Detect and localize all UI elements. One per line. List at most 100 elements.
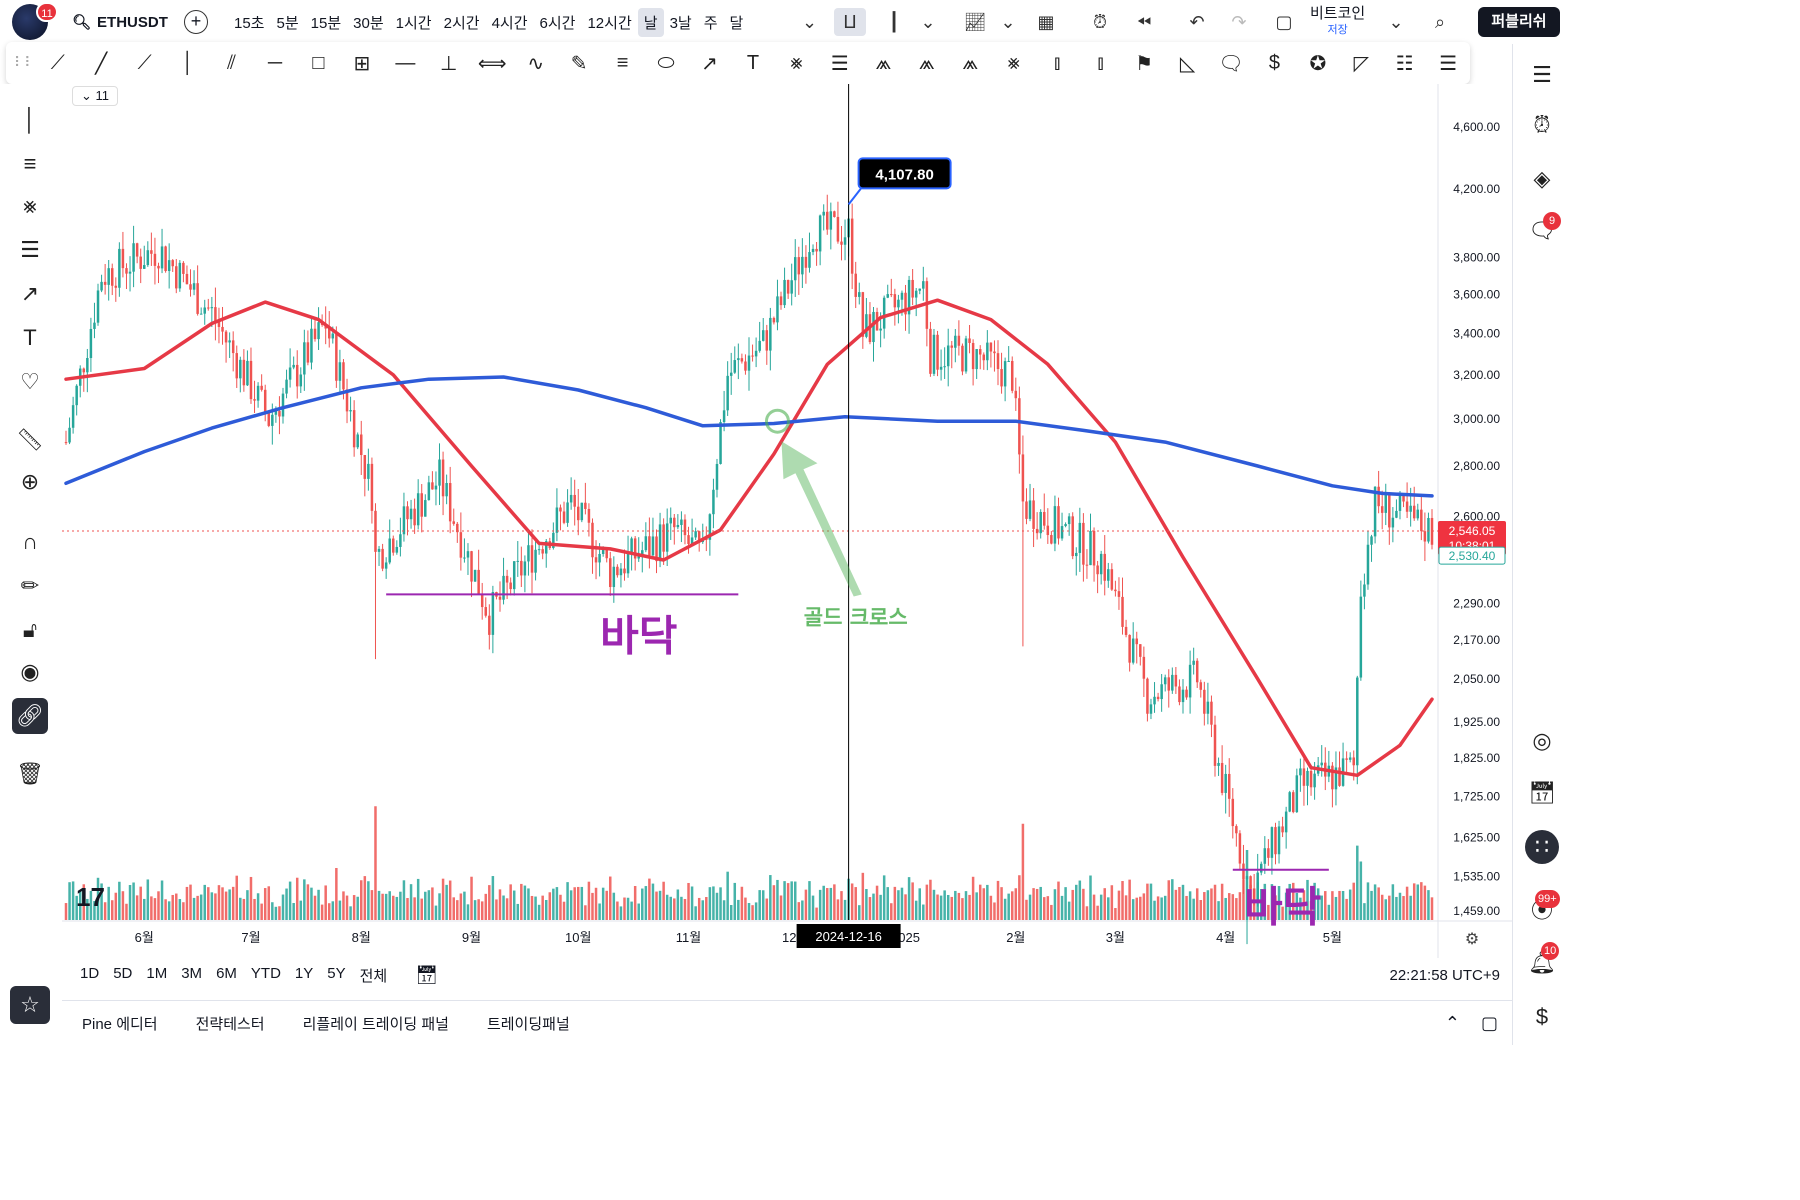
price-label-icon[interactable]: $ <box>1268 51 1280 74</box>
range-button-0[interactable]: 1D <box>80 964 100 982</box>
range-button-4[interactable]: 6M <box>216 964 237 982</box>
vertical-line-icon[interactable]: │ <box>181 51 195 74</box>
interval-6[interactable]: 4시간 <box>491 14 528 32</box>
chart-type-chevron-icon[interactable]: ⌄ <box>920 12 936 32</box>
range-button-7[interactable]: 5Y <box>327 964 346 982</box>
symbol-search[interactable]: 🔍︎ ETHUSDT <box>72 10 168 34</box>
fib-lines-icon[interactable]: ≡ <box>23 151 37 176</box>
bottom-tab-1[interactable]: 전략테스터 <box>195 1015 265 1033</box>
fib-time-zone-icon[interactable]: ☷ <box>1395 52 1414 75</box>
date-price-range-icon[interactable]: ⟺ <box>477 52 507 75</box>
fib-channel-icon[interactable]: ☰ <box>830 52 849 75</box>
publish-button[interactable]: 퍼블리쉬 <box>1478 7 1560 37</box>
interval-7[interactable]: 6시간 <box>539 14 576 32</box>
bottom-tab-3[interactable]: 트레이딩패널 <box>486 1015 570 1033</box>
date-range-icon[interactable]: ⊥ <box>440 52 458 75</box>
interval-0[interactable]: 15초 <box>234 14 265 32</box>
xabcd-pattern-icon[interactable]: ⩕ <box>962 51 979 74</box>
magnet-icon[interactable]: ∩ <box>22 529 38 554</box>
eye-icon[interactable]: ◉ <box>20 659 40 684</box>
collapse-chevron-icon[interactable]: ⌃ <box>1444 1012 1460 1033</box>
interval-12[interactable]: 달 <box>729 14 744 32</box>
ray-icon[interactable]: ╱ <box>95 52 108 75</box>
indicator-legend-toggle[interactable]: ⌄ 11 <box>72 86 119 106</box>
watchlist-star-icon[interactable]: ☆ <box>10 986 50 1024</box>
link-icon[interactable]: 🔗︎ <box>12 698 48 734</box>
horizontal-line-icon[interactable]: — <box>395 51 416 74</box>
trash-icon[interactable]: 🗑︎ <box>16 761 44 786</box>
short-position-icon[interactable]: ⫾ <box>1097 51 1104 74</box>
alert-clock-icon[interactable]: ⏰︎ <box>1092 12 1108 32</box>
interval-1[interactable]: 5분 <box>276 14 299 32</box>
pattern-icon[interactable]: ⨳ <box>23 193 37 218</box>
bottom-tab-2[interactable]: 리플레이 트레이딩 패널 <box>302 1015 449 1033</box>
layout-grid-icon[interactable]: ▦ <box>1037 12 1055 32</box>
zoom-in-icon[interactable]: ⊕ <box>20 469 40 494</box>
indicators-icon[interactable]: 📈︎ <box>963 12 987 32</box>
elliott-wave-icon[interactable]: ⩕ <box>875 51 892 74</box>
gann-fan-icon[interactable]: ⨳ <box>790 51 803 74</box>
indicators-chevron-icon[interactable]: ⌄ <box>1000 12 1016 32</box>
maximize-panel-icon[interactable]: ▢ <box>1480 1012 1498 1033</box>
range-button-3[interactable]: 3M <box>181 964 203 982</box>
quick-search-icon[interactable]: ⌕ <box>1434 12 1446 32</box>
interval-2[interactable]: 15분 <box>310 14 342 32</box>
horizontal-ray-icon[interactable]: ─ <box>267 51 283 74</box>
arrow-icon[interactable]: ↗ <box>701 52 718 75</box>
brush-icon[interactable]: ✎ <box>570 52 588 75</box>
favorites-heart-icon[interactable]: ♡ <box>20 369 40 394</box>
curve-icon[interactable]: ∿ <box>527 52 545 75</box>
apps-grid-icon[interactable]: ∷ <box>1525 830 1559 864</box>
calendar-icon[interactable]: 📅︎ <box>1528 780 1556 805</box>
forecast-icon[interactable]: ⚑ <box>1135 52 1154 75</box>
drag-handle-icon[interactable]: ⠇⠇ <box>14 54 35 70</box>
alerts-clock-icon[interactable]: ⏰︎ <box>1533 112 1551 137</box>
interval-8[interactable]: 12시간 <box>587 14 632 32</box>
save-layout-button[interactable]: 비트코인 저장 <box>1310 6 1365 38</box>
ellipse-icon[interactable]: ⬭ <box>657 51 675 74</box>
interval-dropdown-chevron-icon[interactable]: ⌄ <box>802 12 818 32</box>
interval-9[interactable]: 날 <box>637 7 664 37</box>
range-button-2[interactable]: 1M <box>146 964 168 982</box>
interval-11[interactable]: 주 <box>703 14 718 32</box>
brush-tool-icon[interactable]: ↗ <box>20 281 40 306</box>
candles-chart-type-icon[interactable]: ⨿ <box>834 8 866 36</box>
range-button-5[interactable]: YTD <box>250 964 281 982</box>
redo-icon[interactable]: ↷ <box>1231 12 1247 32</box>
lock-icon[interactable]: 🔓︎ <box>22 617 38 642</box>
text-tool-icon[interactable]: T <box>23 325 37 350</box>
ruler-icon[interactable]: 📏︎ <box>16 427 44 452</box>
watchlist-icon[interactable]: ☰ <box>1532 62 1552 87</box>
timezone-clock[interactable]: 22:21:58 UTC+9 <box>1389 966 1501 984</box>
callout-icon[interactable]: 🗨︎ <box>1218 52 1244 75</box>
range-button-1[interactable]: 5D <box>113 964 133 982</box>
price-chart[interactable]: 1,459.00 1,535.00 1,625.00 1,725.00 1,825.00… <box>62 84 1512 958</box>
replay-icon[interactable]: ⏪︎ <box>1136 12 1152 32</box>
long-position-icon[interactable]: ⫾ <box>1053 51 1061 74</box>
target-icon[interactable]: ◎ <box>1532 728 1552 753</box>
text-icon[interactable]: T <box>746 51 760 74</box>
parallel-channel-icon[interactable]: ⫽ <box>227 51 236 74</box>
trend-line-icon[interactable]: ⟋ <box>50 51 65 74</box>
cursor-icon[interactable]: │ <box>23 107 37 132</box>
help-icon[interactable]: $ <box>1535 1004 1549 1029</box>
gann-box-icon[interactable]: ◸ <box>1353 52 1370 75</box>
range-button-6[interactable]: 1Y <box>294 964 314 982</box>
triangle-pattern-icon[interactable]: ◺ <box>1179 52 1196 75</box>
more-tools-icon[interactable]: ☰ <box>1439 52 1458 75</box>
head-shoulders-icon[interactable]: ⨳ <box>1007 51 1020 74</box>
bars-chart-type-icon[interactable]: ┃ <box>888 12 900 32</box>
compare-symbol-button[interactable]: + <box>184 10 208 34</box>
interval-4[interactable]: 1시간 <box>395 14 432 32</box>
fullscreen-icon[interactable]: ▢ <box>1275 12 1293 32</box>
lock-drawing-pencil-icon[interactable]: ✏ <box>20 573 40 598</box>
layout-chevron-icon[interactable]: ⌄ <box>1388 12 1404 32</box>
extended-line-icon[interactable]: ⟋ <box>137 51 152 74</box>
price-range-icon[interactable]: ⊞ <box>353 52 371 75</box>
undo-icon[interactable]: ↶ <box>1189 12 1205 32</box>
forecast-tools-icon[interactable]: ☰ <box>20 237 40 262</box>
fib-retracement-icon[interactable]: ≡ <box>616 51 629 74</box>
star-sticker-icon[interactable]: ✪ <box>1309 52 1327 75</box>
range-button-8[interactable]: 전체 <box>359 967 388 985</box>
interval-3[interactable]: 30분 <box>353 14 384 32</box>
